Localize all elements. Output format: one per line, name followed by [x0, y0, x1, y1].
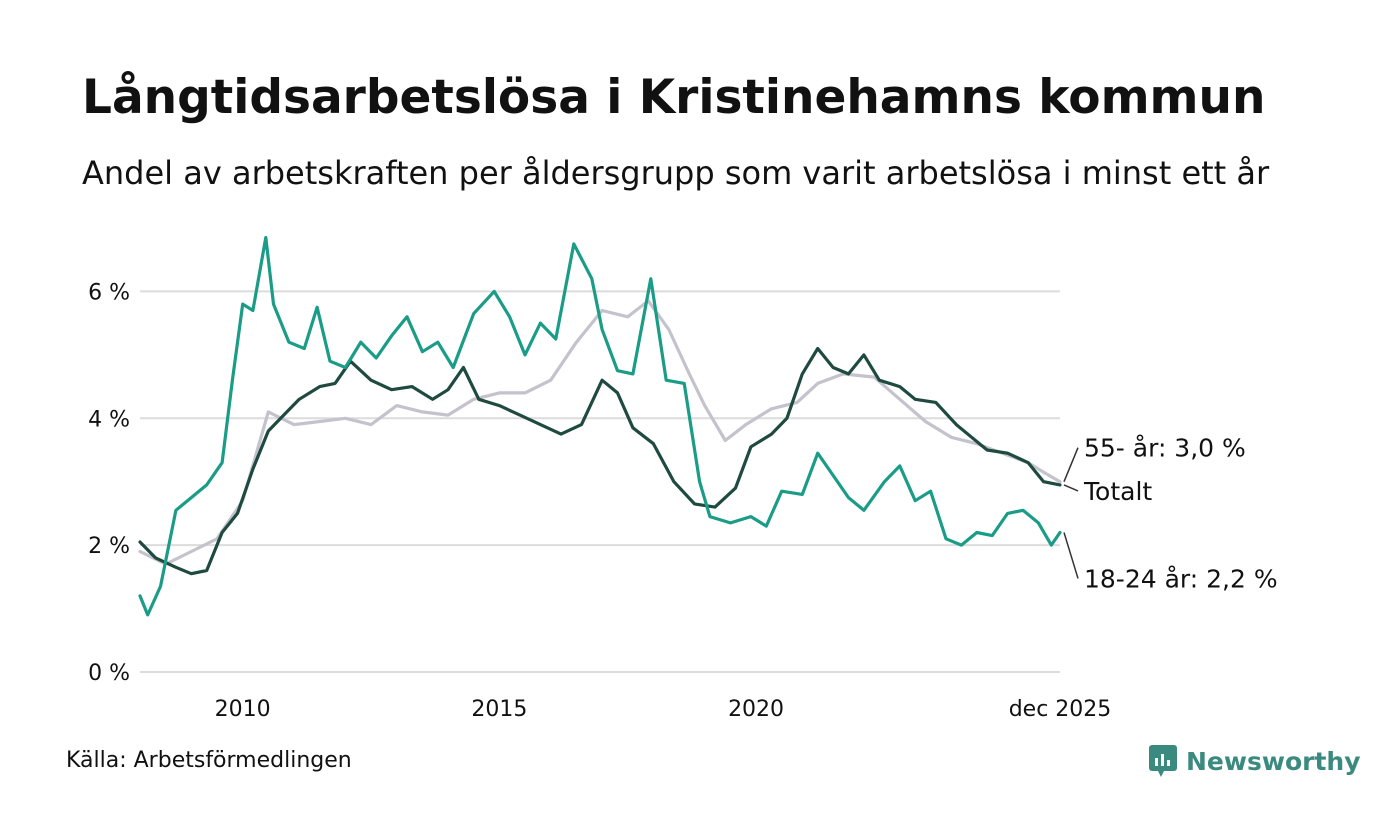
y-tick-label: 6 %	[88, 280, 130, 305]
series-line-55-r	[138, 299, 1062, 566]
x-tick-label: 2020	[728, 697, 784, 722]
source-note: Källa: Arbetsförmedlingen	[66, 748, 352, 773]
y-tick-label: 4 %	[88, 407, 130, 432]
chart-title: Långtidsarbetslösa i Kristinehamns kommu…	[82, 70, 1266, 125]
y-tick-label: 2 %	[88, 534, 130, 559]
end-label: 55- år: 3,0 %	[1084, 434, 1246, 463]
gridlines	[140, 290, 1060, 673]
x-tick-label: 2015	[471, 697, 527, 722]
x-tick-label: dec 2025	[1009, 697, 1112, 722]
brand-logo: Newsworthy	[1148, 744, 1361, 778]
end-label: 18-24 år: 2,2 %	[1084, 564, 1278, 593]
x-axis-ticks: 2010 2015 2020 dec 2025	[215, 697, 1112, 722]
y-axis-ticks: 0 % 2 % 4 % 6 %	[88, 280, 130, 686]
chart-subtitle: Andel av arbetskraften per åldersgrupp s…	[82, 154, 1270, 192]
leader-line	[1063, 484, 1079, 492]
end-labels: 55- år: 3,0 % Totalt 18-24 år: 2,2 %	[1063, 434, 1278, 593]
series-line-totalt	[138, 346, 1062, 576]
leader-line	[1063, 447, 1079, 482]
series-line-18-24-r	[138, 235, 1062, 617]
x-tick-label: 2010	[215, 697, 271, 722]
newsworthy-logo-icon	[1149, 745, 1177, 777]
brand-name: Newsworthy	[1186, 746, 1361, 776]
series-lines	[138, 235, 1062, 617]
y-tick-label: 0 %	[88, 661, 130, 686]
leader-line	[1063, 532, 1079, 579]
end-label: Totalt	[1083, 477, 1152, 506]
